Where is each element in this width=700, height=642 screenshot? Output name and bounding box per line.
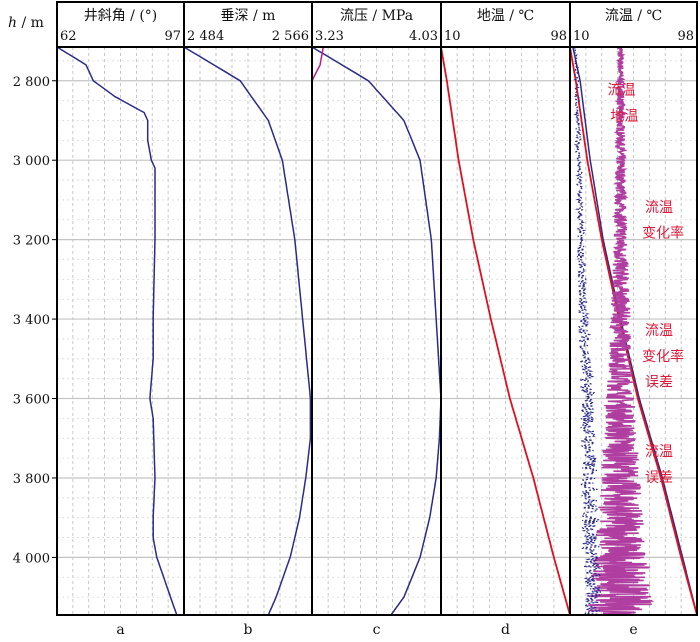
y-axis-separator: / bbox=[17, 15, 31, 31]
panel-c: 流压 / MPa 3.23 4.03 c bbox=[311, 1, 442, 638]
panel-d-label: d bbox=[501, 622, 510, 638]
panel-d: 地温 / ℃ 10 98 d bbox=[440, 1, 571, 638]
panels: 井斜角 / (°) 62 97 a 垂深 / m 2 484 2 566 b 流压 / MPa 3… bbox=[56, 1, 698, 638]
panel-e-x-max-label: 98 bbox=[677, 29, 694, 44]
panel-c-series-1 bbox=[311, 46, 442, 616]
y-tick-label: 4 000 bbox=[13, 551, 50, 566]
panel-b-x-max-label: 2 566 bbox=[272, 29, 309, 44]
y-tick-labels: 2 800 3 000 3 200 3 400 3 600 3 800 4 000 bbox=[13, 75, 57, 566]
panel-d-x-min-label: 10 bbox=[444, 29, 461, 44]
panel-a-title: 井斜角 / (°) bbox=[84, 8, 158, 24]
annotation: 误差 bbox=[645, 375, 673, 391]
y-axis-unit: m bbox=[31, 15, 44, 31]
panel-b-title: 垂深 / m bbox=[221, 8, 276, 24]
y-tick-label: 3 000 bbox=[13, 154, 50, 169]
annotation: 流温 bbox=[645, 444, 673, 460]
annotation: 变化率 bbox=[642, 225, 684, 242]
annotation: 流温 bbox=[645, 323, 673, 339]
panel-e-header-frame bbox=[569, 1, 698, 48]
panel-b-label: b bbox=[244, 622, 253, 638]
annotation: 流温 bbox=[645, 200, 673, 216]
panel-e-label: e bbox=[629, 622, 637, 638]
panel-a-series-1 bbox=[56, 46, 178, 616]
panel-c-x-max-label: 4.03 bbox=[409, 29, 438, 44]
panel-c-series-2 bbox=[311, 46, 325, 82]
panel-a-x-max-label: 97 bbox=[164, 29, 181, 44]
panel-e-x-min-label: 10 bbox=[573, 29, 590, 44]
panel-e-series-3 bbox=[588, 46, 655, 616]
panel-b-series-1 bbox=[183, 46, 312, 616]
annotation: 地温 bbox=[610, 108, 638, 124]
y-axis-title: h / m bbox=[8, 15, 44, 31]
panel-d-title: 地温 / ℃ bbox=[477, 8, 534, 24]
panel-b-x-min-label: 2 484 bbox=[187, 29, 224, 44]
panel-a-x-min-label: 62 bbox=[60, 29, 77, 44]
panel-a: 井斜角 / (°) 62 97 a bbox=[56, 1, 185, 638]
annotation: 变化率 bbox=[642, 348, 684, 365]
annotation: 误差 bbox=[645, 470, 673, 486]
y-tick-label: 3 800 bbox=[13, 472, 50, 487]
y-tick-label: 3 600 bbox=[13, 393, 50, 408]
y-tick-label: 3 400 bbox=[13, 313, 50, 328]
panel-c-title: 流压 / MPa bbox=[340, 8, 413, 24]
panel-e-title: 流温 / ℃ bbox=[605, 8, 662, 24]
y-axis-variable: h bbox=[8, 15, 17, 31]
panel-c-x-min-label: 3.23 bbox=[315, 29, 344, 44]
annotation: 流温 bbox=[608, 83, 636, 99]
panel-d-x-max-label: 98 bbox=[550, 29, 567, 44]
panel-e-series-4 bbox=[573, 46, 603, 616]
y-tick-label: 2 800 bbox=[13, 75, 50, 90]
panel-d-series-1 bbox=[440, 46, 571, 616]
panel-c-label: c bbox=[373, 622, 381, 638]
panel-a-label: a bbox=[116, 622, 124, 638]
y-tick-label: 3 200 bbox=[13, 234, 50, 249]
panel-b: 垂深 / m 2 484 2 566 b bbox=[183, 1, 313, 638]
